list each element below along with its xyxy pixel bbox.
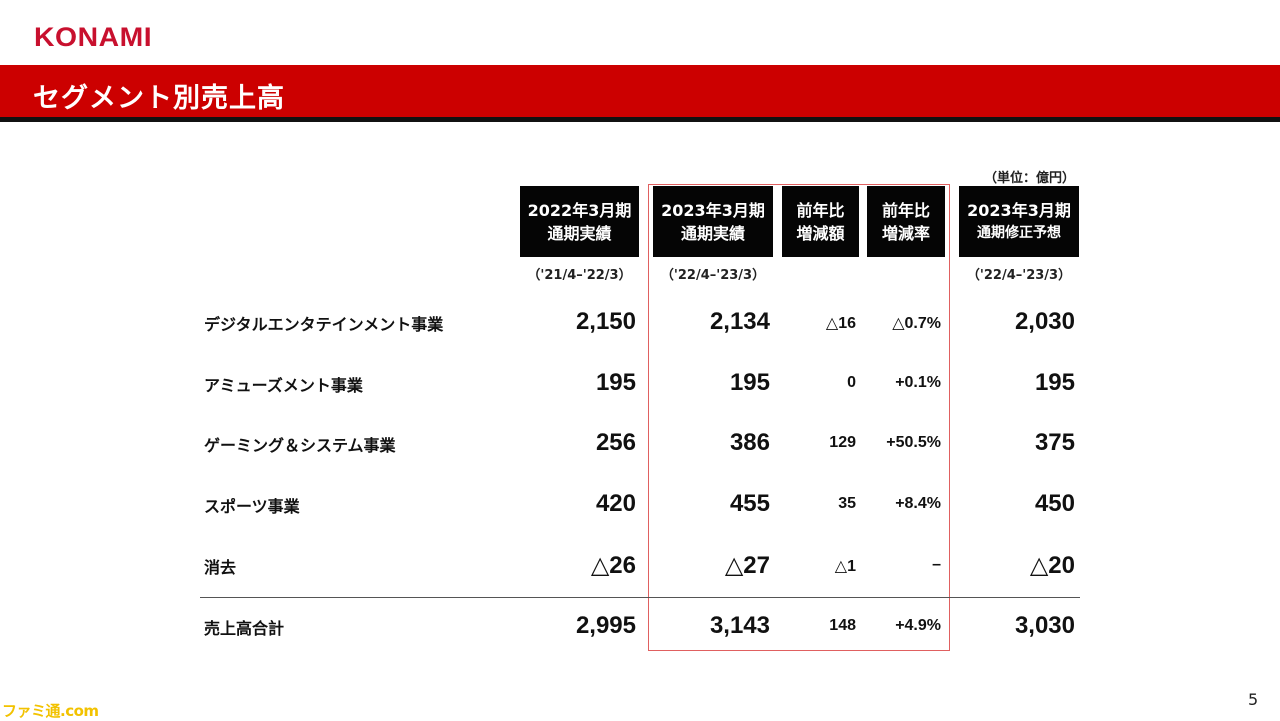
cell-fy2022: 2,150 — [575, 308, 636, 335]
cell-rate: +8.4% — [895, 495, 941, 512]
column-header-fy2023-forecast: 2023年3月期 通期修正予想 — [959, 186, 1079, 257]
watermark-logo: ファミ通.com — [2, 702, 99, 720]
cell-diff: △1 — [834, 558, 856, 575]
cell-fy2022: 420 — [595, 490, 636, 517]
cell-forecast: 2,030 — [1014, 308, 1075, 335]
period-label-fy2023: （'22/4–'23/3） — [660, 268, 766, 283]
cell-forecast: 195 — [1034, 369, 1075, 396]
cell-forecast: 3,030 — [1014, 612, 1075, 639]
cell-fy2023: 386 — [729, 429, 770, 456]
cell-forecast: △20 — [1029, 552, 1075, 579]
cell-rate: △0.7% — [892, 315, 941, 332]
cell-diff: 0 — [847, 374, 856, 391]
column-header-line2: 増減額 — [796, 223, 845, 243]
column-header-line1: 2023年3月期 — [661, 200, 765, 220]
cell-rate: – — [932, 556, 941, 573]
total-separator — [200, 597, 1080, 598]
row-label-eliminations: 消去 — [204, 558, 237, 577]
cell-forecast: 375 — [1034, 429, 1075, 456]
cell-fy2022: 2,995 — [575, 612, 636, 639]
cell-fy2023: 195 — [729, 369, 770, 396]
cell-fy2022: 195 — [595, 369, 636, 396]
cell-fy2023: △27 — [724, 552, 770, 579]
cell-fy2022: 256 — [595, 429, 636, 456]
cell-forecast: 450 — [1034, 490, 1075, 517]
cell-fy2023: 3,143 — [709, 612, 770, 639]
column-header-fy2023-actual: 2023年3月期 通期実績 — [653, 186, 773, 257]
cell-rate: +4.9% — [895, 617, 941, 634]
column-header-line2: 増減率 — [881, 223, 930, 243]
period-label-forecast: （'22/4–'23/3） — [966, 268, 1072, 283]
cell-diff: 129 — [829, 434, 856, 451]
column-header-line2: 通期修正予想 — [977, 224, 1061, 241]
cell-rate: +0.1% — [895, 374, 941, 391]
column-header-line1: 2022年3月期 — [527, 200, 632, 220]
row-label-total-sales: 売上高合計 — [204, 619, 285, 638]
column-header-yoy-diff: 前年比 増減額 — [782, 186, 859, 257]
page-title: セグメント別売上高 — [33, 83, 285, 114]
cell-diff: 148 — [829, 617, 856, 634]
column-header-line1: 2023年3月期 — [967, 200, 1071, 220]
column-header-line2: 通期実績 — [547, 223, 612, 243]
cell-fy2023: 2,134 — [709, 308, 770, 335]
konami-logo: KONAMI — [34, 22, 153, 52]
column-header-fy2022-actual: 2022年3月期 通期実績 — [520, 186, 639, 257]
cell-diff: 35 — [838, 495, 856, 512]
cell-fy2023: 455 — [729, 490, 770, 517]
cell-rate: +50.5% — [886, 434, 941, 451]
highlight-frame — [648, 184, 950, 651]
cell-fy2022: △26 — [590, 552, 636, 579]
cell-diff: △16 — [825, 315, 856, 332]
row-label-amusement: アミューズメント事業 — [204, 376, 363, 395]
title-bar: セグメント別売上高 — [0, 65, 1280, 122]
row-label-digital-entertainment: デジタルエンタテインメント事業 — [204, 315, 444, 334]
column-header-line1: 前年比 — [796, 200, 845, 220]
column-header-line2: 通期実績 — [680, 223, 745, 243]
page-number: 5 — [1248, 690, 1259, 709]
period-label-fy2022: （'21/4–'22/3） — [527, 268, 632, 283]
row-label-gaming-systems: ゲーミング＆システム事業 — [204, 436, 396, 455]
column-header-yoy-rate: 前年比 増減率 — [867, 186, 945, 257]
unit-note: （単位：億円） — [984, 171, 1076, 186]
column-header-line1: 前年比 — [881, 200, 930, 220]
row-label-sports: スポーツ事業 — [204, 497, 300, 516]
